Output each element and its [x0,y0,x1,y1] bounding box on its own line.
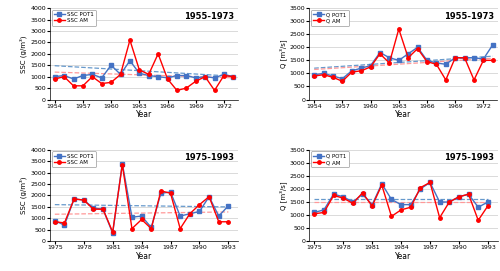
X-axis label: Year: Year [136,252,152,261]
Y-axis label: SSC (g/m³): SSC (g/m³) [20,177,28,214]
Text: 1975-1993: 1975-1993 [184,153,234,162]
Y-axis label: Q [m³/s]: Q [m³/s] [279,40,287,68]
X-axis label: Year: Year [396,252,411,261]
X-axis label: Year: Year [136,110,152,119]
Legend: SSC POT1, SSC AM: SSC POT1, SSC AM [52,151,96,167]
Legend: SSC POT1, SSC AM: SSC POT1, SSC AM [52,10,96,26]
Legend: Q POT1, Q AM: Q POT1, Q AM [311,10,348,26]
Legend: Q POT1, Q AM: Q POT1, Q AM [311,151,348,167]
Text: 1955-1973: 1955-1973 [444,12,494,21]
Y-axis label: SSC (g/m³): SSC (g/m³) [20,35,28,73]
Text: 1975-1993: 1975-1993 [444,153,494,162]
Y-axis label: Q [m³/s]: Q [m³/s] [279,181,287,210]
Text: 1955-1973: 1955-1973 [184,12,234,21]
X-axis label: Year: Year [396,110,411,119]
